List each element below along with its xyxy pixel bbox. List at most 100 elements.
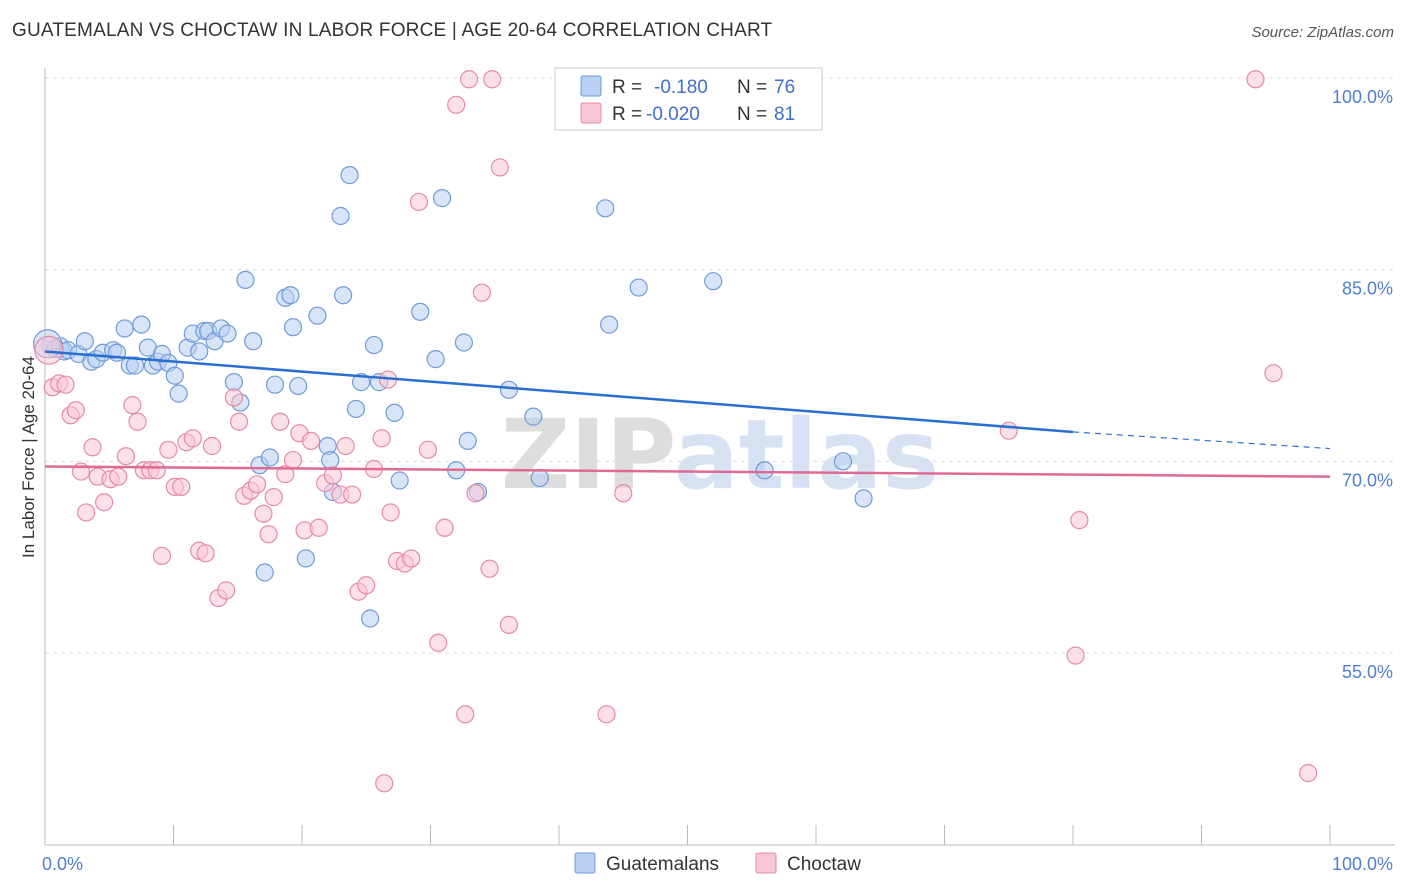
guatemalan-point-57 <box>390 471 409 490</box>
guatemalan-point-42 <box>289 376 308 396</box>
guatemalan-point-25 <box>190 342 209 361</box>
guatemalan-point-54 <box>364 335 384 355</box>
choctaw-point-80 <box>1299 764 1318 783</box>
y-tick-label-2: 85.0% <box>1342 279 1393 299</box>
choctaw-point-26 <box>196 544 215 563</box>
guatemalan-point-56 <box>385 403 404 422</box>
choctaw-point-75 <box>999 421 1018 440</box>
choctaw-point-8 <box>83 438 102 457</box>
choctaw-point-13 <box>116 447 136 466</box>
choctaw-point-12 <box>109 467 128 486</box>
choctaw-point-73 <box>614 484 633 503</box>
choctaw-point-69 <box>490 158 509 177</box>
legend-swatch-choctaw <box>755 852 777 874</box>
choctaw-point-79 <box>1246 70 1265 89</box>
x-tick-label-1: 100.0% <box>1332 854 1393 874</box>
guatemalan-point-73 <box>833 452 853 471</box>
guatemalan-point-33 <box>236 270 255 289</box>
tick-labels: 55.0% 70.0% 85.0% 100.0% 0.0% 100.0% <box>42 87 1393 874</box>
choctaw-point-68 <box>480 559 499 578</box>
legend-label-choctaw: Choctaw <box>787 854 861 875</box>
choctaw-point-30 <box>224 388 243 407</box>
chart-title: GUATEMALAN VS CHOCTAW IN LABOR FORCE | A… <box>12 20 773 41</box>
guatemalan-point-71 <box>704 272 723 291</box>
guatemalan-point-38 <box>265 375 285 394</box>
y-tick-label-3: 100.0% <box>1332 87 1393 107</box>
guatemalan-point-44 <box>308 306 327 325</box>
choctaw-point-63 <box>447 95 466 114</box>
choctaw-point-15 <box>128 412 147 431</box>
choctaw-point-43 <box>301 431 321 450</box>
stats-n-label-guatemalans: N = <box>737 77 767 98</box>
choctaw-point-48 <box>336 436 355 456</box>
legend-swatch-guatemalans <box>574 852 596 874</box>
choctaw-point-24 <box>183 429 202 448</box>
guatemalan-point-41 <box>283 318 303 337</box>
stats-n-value-choctaw: 81 <box>774 104 795 125</box>
choctaw-point-27 <box>202 436 222 456</box>
choctaw-point-3 <box>56 375 75 394</box>
guatemalan-point-37 <box>260 448 279 467</box>
choctaw-point-38 <box>271 412 290 431</box>
stats-swatch-choctaw <box>580 102 602 124</box>
guatemalan-point-12 <box>115 319 134 338</box>
choctaw-point-72 <box>597 705 616 724</box>
stats-r-label-guatemalans: R = <box>612 77 642 98</box>
guatemalan-point-66 <box>524 407 543 426</box>
guatemalan-point-49 <box>334 286 353 305</box>
guatemalan-point-48 <box>331 206 350 226</box>
legend-label-guatemalans: Guatemalans <box>606 854 719 875</box>
y-tick-label-0: 55.0% <box>1342 662 1393 682</box>
guatemalan-point-58 <box>411 302 430 321</box>
guatemalan-point-59 <box>426 350 445 369</box>
choctaw-point-19 <box>152 546 172 565</box>
stats-r-value-guatemalans: -0.180 <box>654 77 708 98</box>
bottom-legend: Guatemalans Choctaw <box>574 852 861 875</box>
watermark-atlas: atlas <box>674 399 940 511</box>
choctaw-point-66 <box>466 484 485 503</box>
x-tick-label-0: 0.0% <box>42 854 83 874</box>
choctaw-point-62 <box>435 518 454 537</box>
guatemalan-point-60 <box>432 189 452 208</box>
guatemalan-point-62 <box>454 333 474 352</box>
choctaw-point-39 <box>276 465 295 484</box>
guatemalan-point-22 <box>169 384 188 403</box>
choctaw-point-60 <box>418 440 438 459</box>
choctaw-point-67 <box>472 283 491 302</box>
choctaw-point-53 <box>372 429 391 448</box>
guatemalan-point-53 <box>361 609 380 628</box>
guatemalan-point-51 <box>346 399 366 419</box>
guatemalan-point-65 <box>499 380 518 399</box>
grid-lines <box>45 77 1395 654</box>
choctaw-point-10 <box>95 493 114 512</box>
choctaw-point-65 <box>459 70 479 89</box>
choctaw-point-34 <box>247 475 267 494</box>
stats-r-label-choctaw: R = <box>612 104 642 125</box>
guatemalan-point-52 <box>352 373 371 392</box>
choctaw-point-78 <box>1264 364 1283 383</box>
choctaw-point-35 <box>254 504 273 523</box>
choctaw-point-5 <box>66 401 85 420</box>
choctaw-point-22 <box>172 477 191 496</box>
guatemalan-point-40 <box>281 286 300 305</box>
y-tick-label-1: 70.0% <box>1342 470 1393 490</box>
guatemalan-trend-extension <box>1072 431 1331 450</box>
choctaw-point-7 <box>77 503 96 522</box>
choctaw-point-31 <box>229 412 249 431</box>
guatemalan-point-63 <box>458 431 477 450</box>
choctaw-point-77 <box>1070 511 1089 530</box>
guatemalan-point-34 <box>244 332 263 351</box>
guatemalan-point-14 <box>125 356 145 375</box>
guatemalan-point-43 <box>296 549 315 568</box>
choctaw-trend-line <box>44 465 1331 478</box>
guatemalan-point-46 <box>321 450 340 470</box>
guatemalan-point-6 <box>75 332 94 351</box>
choctaw-point-37 <box>264 488 283 507</box>
choctaw-point-29 <box>217 581 236 600</box>
stats-n-label-choctaw: N = <box>737 104 767 125</box>
choctaw-point-55 <box>381 503 400 522</box>
guatemalan-point-15 <box>132 315 151 334</box>
choctaw-point-71 <box>483 70 502 89</box>
choctaw-point-58 <box>402 549 421 568</box>
